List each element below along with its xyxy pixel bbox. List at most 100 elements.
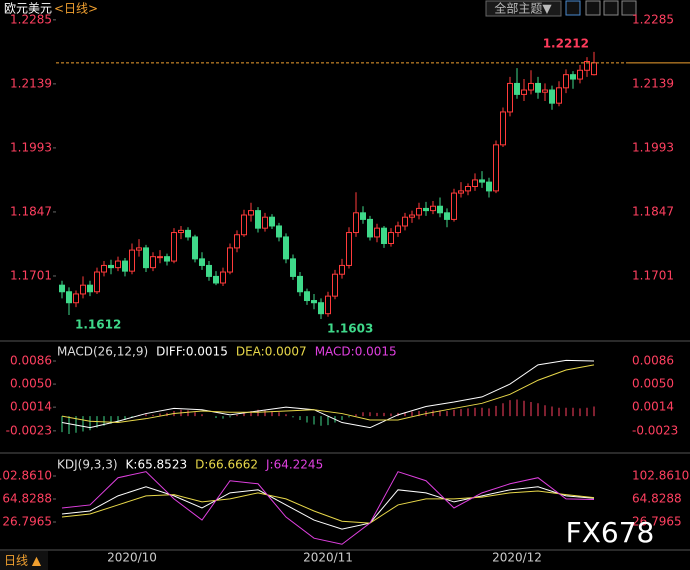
candle-body [325, 295, 331, 315]
y-tick-label: 1.2285 [10, 12, 52, 26]
watermark: FX678 [566, 516, 655, 549]
candle-body [276, 225, 282, 238]
candle-body [458, 190, 464, 194]
y-tick-label-right: 0.0014 [632, 400, 674, 414]
candle-body [528, 82, 534, 91]
tool-icon[interactable] [565, 0, 581, 16]
candle-body [311, 300, 317, 304]
candle-body [346, 232, 352, 266]
candle-body [444, 212, 450, 220]
candle-body [234, 234, 240, 249]
candle-body [402, 216, 408, 227]
candle-body [150, 256, 156, 269]
candle-body [297, 275, 303, 293]
candle-body [164, 256, 170, 262]
candle-body [101, 264, 107, 273]
candle-body [472, 179, 478, 187]
legend-entry: DEA:0.0007 [236, 345, 307, 359]
x-tick-label: 2020/12 [492, 551, 542, 565]
candle-body [213, 275, 219, 284]
candle-body [171, 232, 177, 262]
candle-body [479, 179, 485, 183]
y-tick-label-right: 1.2285 [632, 12, 674, 26]
tool-icon[interactable] [621, 0, 637, 16]
candle-body [108, 264, 114, 269]
candle-body [339, 264, 345, 275]
candle-body [556, 87, 562, 104]
candle-body [437, 205, 443, 214]
candle-body [451, 192, 457, 220]
candle-body [178, 229, 184, 234]
candle-body [143, 247, 149, 269]
candle-body [367, 218, 373, 238]
candle-body [241, 214, 247, 236]
candle-body [430, 205, 436, 212]
candle-body [269, 216, 275, 227]
y-tick-label-right: -0.0023 [632, 423, 678, 437]
candle-body [381, 227, 387, 245]
candle-body [220, 271, 226, 284]
candle-body [262, 216, 268, 229]
candle-body [73, 293, 79, 304]
tool-icon[interactable] [603, 0, 619, 16]
candle-body [129, 249, 135, 272]
y-tick-label: 0.0086 [10, 354, 52, 368]
candle-body [283, 236, 289, 260]
candle-body [542, 89, 548, 93]
y-tick-label-right: 1.2139 [632, 76, 674, 90]
candle-body [136, 247, 142, 251]
y-tick-label-right: 1.1701 [632, 268, 674, 282]
candle-body [395, 225, 401, 234]
y-tick-label: 1.2139 [10, 76, 52, 90]
y-tick-label: 1.1993 [10, 140, 52, 154]
y-tick-label: 0.0014 [10, 400, 52, 414]
candle-body [290, 258, 296, 277]
legend-entry: DIFF:0.0015 [156, 345, 228, 359]
candle-body [423, 207, 429, 212]
tool-icon[interactable] [585, 0, 601, 16]
candle-body [374, 227, 380, 238]
candle-body [360, 212, 366, 220]
candle-body [409, 214, 415, 218]
candle-body [353, 212, 359, 234]
theme-button[interactable] [485, 0, 562, 17]
bottom-period[interactable]: 日线 ▲ [4, 554, 42, 568]
y-tick-label: 1.1701 [10, 268, 52, 282]
y-tick-label: -0.0023 [6, 423, 52, 437]
symbol: 欧元美元 [4, 2, 52, 16]
candle-body [521, 89, 527, 95]
y-tick-label: 1.1847 [10, 204, 52, 218]
indicator-line [61, 471, 595, 545]
candle-body [87, 284, 93, 293]
candle-body [570, 74, 576, 80]
candle-body [535, 82, 541, 93]
candle-body [584, 61, 590, 71]
candle-body [255, 210, 261, 229]
indicator-line [61, 364, 595, 424]
x-tick-label: 2020/10 [107, 551, 157, 565]
candle-body [115, 260, 121, 269]
candle-body [199, 258, 205, 266]
y-tick-label-right: 102.8610 [632, 468, 689, 482]
y-tick-label: 64.8288 [2, 491, 52, 505]
candle-body [206, 264, 212, 277]
candle-body [388, 232, 394, 245]
candle-body [500, 111, 506, 146]
indicator-line [61, 490, 595, 524]
y-tick-label: 102.8610 [0, 468, 52, 482]
candle-body [94, 271, 100, 293]
y-tick-label-right: 1.1847 [632, 204, 674, 218]
y-tick-label: 26.7965 [2, 514, 52, 528]
theme-button-label[interactable]: 全部主题▼ [494, 1, 552, 16]
legend-entry: D:66.6662 [195, 458, 258, 472]
candle-body [465, 185, 471, 192]
period[interactable]: <日线> [54, 2, 98, 16]
candle-body [332, 273, 338, 297]
candle-body [563, 74, 569, 89]
legend-entry: K:65.8523 [126, 458, 188, 472]
extreme-label: 1.2212 [543, 36, 589, 50]
period-tab[interactable] [0, 551, 48, 570]
legend-entry: KDJ(9,3,3) [57, 458, 118, 472]
